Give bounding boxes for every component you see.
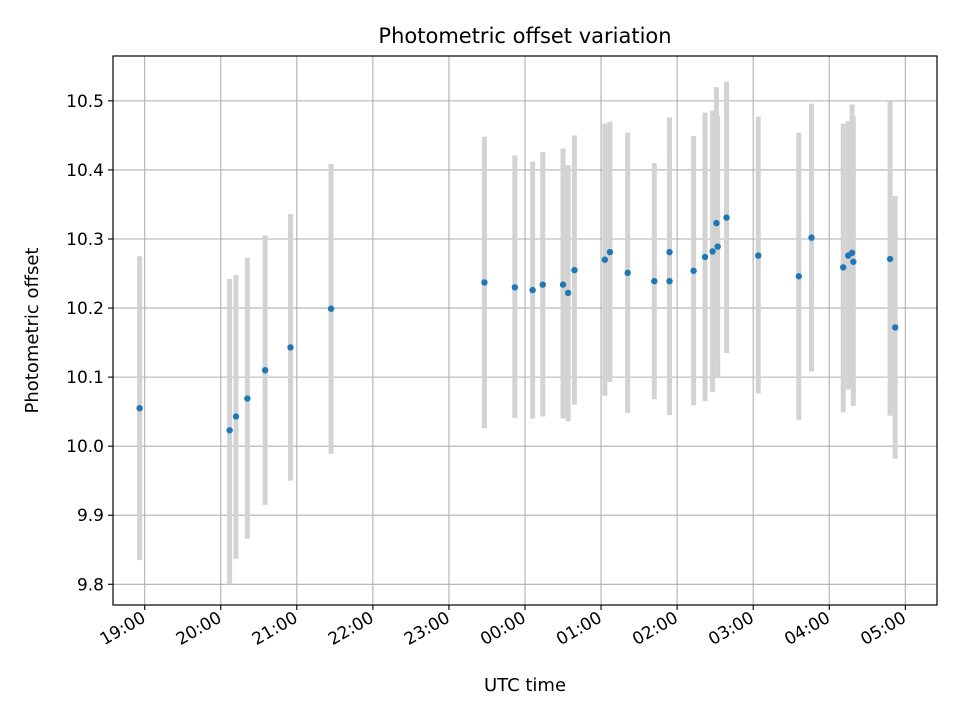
- data-point: [755, 252, 762, 259]
- data-point: [564, 289, 572, 297]
- data-point: [886, 255, 894, 263]
- y-tick-label: 10.1: [66, 368, 104, 388]
- data-point: [891, 324, 899, 331]
- data-point: [666, 248, 673, 256]
- y-axis: 9.8 9.9 10.0 10.1 10.2 10.3 10.4 10.5: [66, 92, 113, 595]
- y-tick-label: 9.9: [77, 506, 104, 526]
- y-tick-label: 10.0: [66, 437, 104, 457]
- data-point: [839, 264, 847, 271]
- data-point: [624, 269, 631, 277]
- data-point: [481, 279, 488, 286]
- data-point: [287, 344, 294, 351]
- data-point: [226, 427, 233, 434]
- data-point: [714, 243, 721, 250]
- data-point: [559, 281, 567, 288]
- data-point: [327, 305, 335, 312]
- data-point: [539, 281, 546, 288]
- data-point: [709, 248, 716, 255]
- y-axis-title: Photometric offset: [22, 248, 43, 414]
- data-point: [601, 256, 609, 263]
- data-point: [511, 284, 519, 291]
- data-point: [261, 367, 269, 374]
- point-layer: [136, 214, 899, 434]
- y-tick-label: 10.4: [66, 161, 104, 181]
- data-point: [571, 266, 578, 274]
- data-point: [690, 267, 697, 274]
- data-point: [795, 273, 803, 280]
- data-point: [651, 277, 658, 285]
- y-tick-label: 10.2: [66, 299, 104, 319]
- data-point: [701, 253, 709, 261]
- y-tick-label: 10.3: [66, 230, 104, 250]
- data-point: [713, 219, 720, 227]
- data-point: [529, 286, 536, 294]
- data-point: [723, 214, 730, 221]
- y-tick-label: 9.8: [77, 575, 104, 595]
- data-point: [848, 249, 856, 257]
- data-point: [666, 277, 673, 285]
- y-tick-label: 10.5: [66, 92, 104, 112]
- data-point: [232, 413, 240, 420]
- data-point: [244, 395, 251, 402]
- grid-layer: [113, 56, 937, 605]
- data-point: [136, 404, 143, 412]
- data-point: [850, 258, 857, 265]
- data-point: [606, 248, 614, 256]
- chart-title: Photometric offset variation: [378, 24, 671, 48]
- x-axis-title: UTC time: [484, 675, 566, 696]
- data-point: [808, 234, 815, 241]
